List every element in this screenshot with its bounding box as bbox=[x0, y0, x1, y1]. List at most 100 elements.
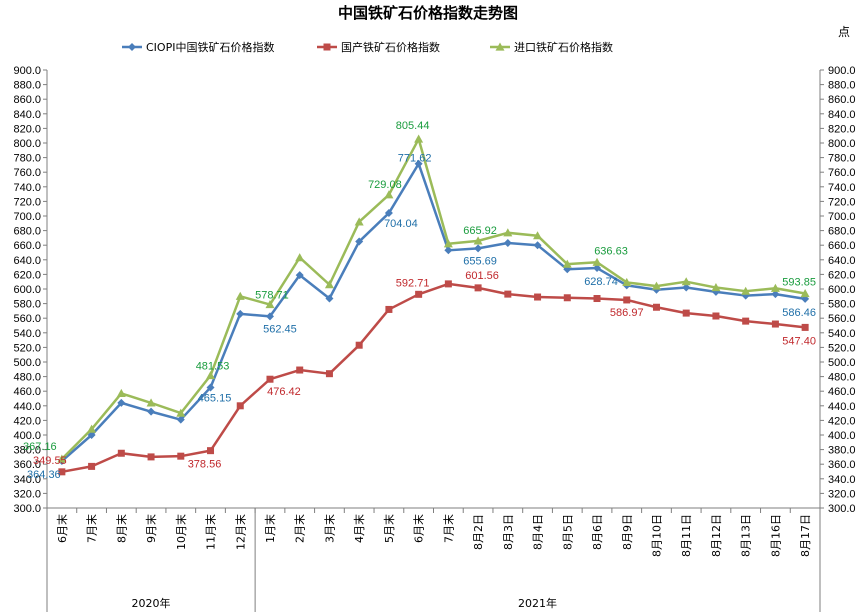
data-point bbox=[116, 388, 126, 397]
data-label: 704.04 bbox=[384, 218, 418, 230]
data-point bbox=[533, 241, 542, 250]
y-tick-label-right: 460.0 bbox=[828, 386, 856, 398]
y-tick-label-left: 840.0 bbox=[13, 109, 41, 121]
data-labels-3: 367.16 481.53 578.71 729.08 805.44 665.92 636.… bbox=[23, 120, 816, 453]
x-tick-label: 8月3日 bbox=[502, 514, 515, 550]
data-point bbox=[128, 43, 136, 51]
data-point bbox=[265, 312, 274, 321]
y-tick-label-left: 640.0 bbox=[13, 255, 41, 267]
y-tick-label-right: 880.0 bbox=[828, 80, 856, 92]
data-label: 729.08 bbox=[368, 179, 402, 191]
series-line bbox=[60, 137, 806, 460]
y-tick-label-left: 540.0 bbox=[13, 328, 41, 340]
data-point bbox=[295, 253, 305, 262]
y-tick-label-left: 720.0 bbox=[13, 196, 41, 208]
data-point bbox=[771, 290, 780, 299]
data-point bbox=[503, 239, 512, 248]
y-tick-label-right: 600.0 bbox=[828, 284, 856, 296]
y-tick-label-right: 360.0 bbox=[828, 459, 856, 471]
y-tick-label-right: 740.0 bbox=[828, 182, 856, 194]
x-tick-label: 8月10日 bbox=[650, 514, 663, 557]
x-tick-label: 4月末 bbox=[352, 514, 366, 543]
data-point bbox=[474, 284, 482, 292]
x-tick-label: 8月12日 bbox=[710, 514, 723, 557]
y-tick-label-right: 860.0 bbox=[828, 94, 856, 106]
data-point bbox=[58, 468, 66, 476]
legend-label: 国产铁矿石价格指数 bbox=[341, 40, 440, 54]
x-tick-label: 8月17日 bbox=[799, 514, 812, 557]
year-label: 2020年 bbox=[132, 596, 171, 610]
data-point bbox=[682, 283, 691, 292]
x-tick-label: 7月末 bbox=[85, 514, 99, 543]
legend-item-3: 进口铁矿石价格指数 bbox=[490, 40, 613, 54]
data-point bbox=[742, 317, 750, 325]
y-tick-label-left: 620.0 bbox=[13, 269, 41, 281]
y-tick-label-right: 500.0 bbox=[828, 357, 856, 369]
data-point bbox=[384, 209, 393, 218]
data-label: 592.71 bbox=[396, 277, 430, 289]
data-point bbox=[414, 159, 423, 168]
legend-item-1: CIOPI中国铁矿石价格指数 bbox=[122, 40, 274, 54]
x-tick-label: 12月末 bbox=[233, 514, 247, 550]
data-point bbox=[473, 236, 483, 245]
data-label: 586.97 bbox=[610, 307, 644, 319]
data-point bbox=[88, 462, 96, 470]
y-tick-label-right: 720.0 bbox=[828, 196, 856, 208]
data-point bbox=[682, 309, 690, 317]
x-tick-label: 8月9日 bbox=[621, 514, 634, 550]
data-point bbox=[295, 271, 304, 280]
x-tick-label: 6月末 bbox=[55, 514, 69, 543]
legend-item-2: 国产铁矿石价格指数 bbox=[317, 40, 440, 54]
data-point bbox=[623, 296, 631, 304]
data-point bbox=[117, 449, 125, 457]
y-tick-label-right: 480.0 bbox=[828, 372, 856, 384]
data-point bbox=[146, 398, 156, 407]
data-label: 378.56 bbox=[188, 459, 222, 471]
y-tick-label-left: 440.0 bbox=[13, 401, 41, 413]
plot-area: 364.36 465.15 562.45 704.04 771.62 655.69 628.… bbox=[23, 120, 816, 481]
data-point bbox=[770, 283, 780, 292]
x-tick-label: 7月末 bbox=[441, 514, 455, 543]
y-tick-label-right: 800.0 bbox=[828, 138, 856, 150]
data-point bbox=[652, 303, 660, 311]
data-point bbox=[771, 320, 779, 328]
data-label: 601.56 bbox=[465, 270, 499, 282]
y-tick-label-right: 620.0 bbox=[828, 269, 856, 281]
y-tick-label-left: 460.0 bbox=[13, 386, 41, 398]
y-tick-label-left: 780.0 bbox=[13, 153, 41, 165]
data-point bbox=[504, 290, 512, 298]
data-label: 476.42 bbox=[267, 386, 301, 398]
y-tick-label-left: 860.0 bbox=[13, 94, 41, 106]
data-label: 547.40 bbox=[782, 335, 816, 347]
data-point bbox=[236, 309, 245, 318]
data-point bbox=[207, 447, 215, 455]
data-label: 628.74 bbox=[584, 276, 618, 288]
x-tick-label: 8月16日 bbox=[769, 514, 782, 557]
x-tick-label: 9月末 bbox=[144, 514, 158, 543]
y-tick-label-left: 520.0 bbox=[13, 342, 41, 354]
y-tick-label-left: 500.0 bbox=[13, 357, 41, 369]
data-label: 636.63 bbox=[594, 245, 628, 257]
data-label: 349.55 bbox=[33, 455, 67, 467]
y-tick-label-left: 320.0 bbox=[13, 488, 41, 500]
y-tick-label-right: 820.0 bbox=[828, 123, 856, 135]
data-point bbox=[444, 246, 453, 255]
data-point bbox=[147, 453, 155, 461]
data-label: 562.45 bbox=[263, 323, 297, 335]
data-point bbox=[206, 383, 215, 392]
y-tick-label-right: 560.0 bbox=[828, 313, 856, 325]
data-point bbox=[355, 341, 363, 349]
y-tick-label-right: 840.0 bbox=[828, 109, 856, 121]
data-point bbox=[444, 280, 452, 288]
data-point bbox=[495, 42, 505, 51]
y-tick-label-right: 300.0 bbox=[828, 503, 856, 515]
data-point bbox=[712, 312, 720, 320]
data-point bbox=[296, 366, 304, 374]
y-tick-label-left: 760.0 bbox=[13, 167, 41, 179]
data-point bbox=[593, 295, 601, 303]
data-point bbox=[384, 190, 394, 199]
data-point bbox=[323, 43, 331, 51]
data-point bbox=[176, 415, 185, 424]
y-tick-label-left: 560.0 bbox=[13, 313, 41, 325]
